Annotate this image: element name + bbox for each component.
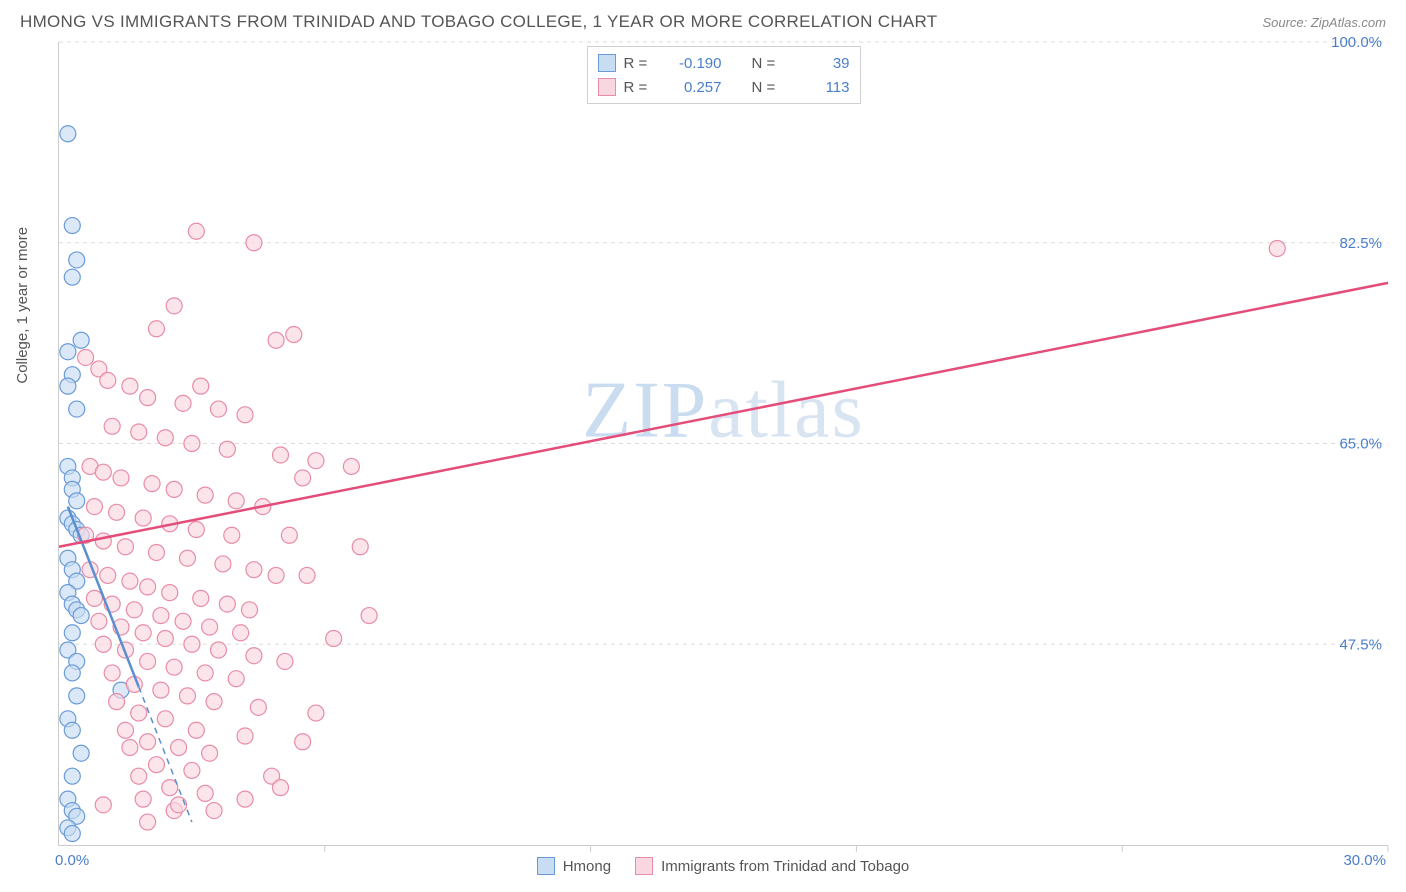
swatch-trinidad-icon: [635, 857, 653, 875]
svg-text:65.0%: 65.0%: [1339, 436, 1382, 453]
svg-text:82.5%: 82.5%: [1339, 235, 1382, 252]
n-label: N =: [752, 79, 782, 96]
chart-container: College, 1 year or more ZIPatlas R = -0.…: [20, 42, 1396, 882]
n-value-hmong: 39: [790, 55, 850, 72]
swatch-hmong-icon: [537, 857, 555, 875]
series-legend: Hmong Immigrants from Trinidad and Tobag…: [58, 850, 1388, 882]
swatch-trinidad: [598, 78, 616, 96]
source-attribution: Source: ZipAtlas.com: [1262, 15, 1386, 30]
svg-text:47.5%: 47.5%: [1339, 636, 1382, 653]
svg-text:100.0%: 100.0%: [1331, 34, 1382, 51]
legend-label-trinidad: Immigrants from Trinidad and Tobago: [661, 858, 909, 875]
n-value-trinidad: 113: [790, 79, 850, 96]
legend-item-hmong: Hmong: [537, 857, 611, 875]
swatch-hmong: [598, 54, 616, 72]
n-label: N =: [752, 55, 782, 72]
y-axis-label: College, 1 year or more: [14, 227, 31, 384]
r-value-hmong: -0.190: [662, 55, 722, 72]
chart-title: HMONG VS IMMIGRANTS FROM TRINIDAD AND TO…: [20, 12, 938, 32]
legend-row-hmong: R = -0.190 N = 39: [598, 51, 850, 75]
plot-svg: 47.5%65.0%82.5%100.0%: [59, 42, 1388, 845]
legend-item-trinidad: Immigrants from Trinidad and Tobago: [635, 857, 909, 875]
source-prefix: Source:: [1262, 15, 1310, 30]
r-label: R =: [624, 79, 654, 96]
r-label: R =: [624, 55, 654, 72]
correlation-legend: R = -0.190 N = 39 R = 0.257 N = 113: [587, 46, 861, 104]
r-value-trinidad: 0.257: [662, 79, 722, 96]
legend-label-hmong: Hmong: [563, 858, 611, 875]
legend-row-trinidad: R = 0.257 N = 113: [598, 75, 850, 99]
source-name: ZipAtlas.com: [1311, 15, 1386, 30]
scatter-plot: ZIPatlas R = -0.190 N = 39 R = 0.257 N =…: [58, 42, 1388, 846]
